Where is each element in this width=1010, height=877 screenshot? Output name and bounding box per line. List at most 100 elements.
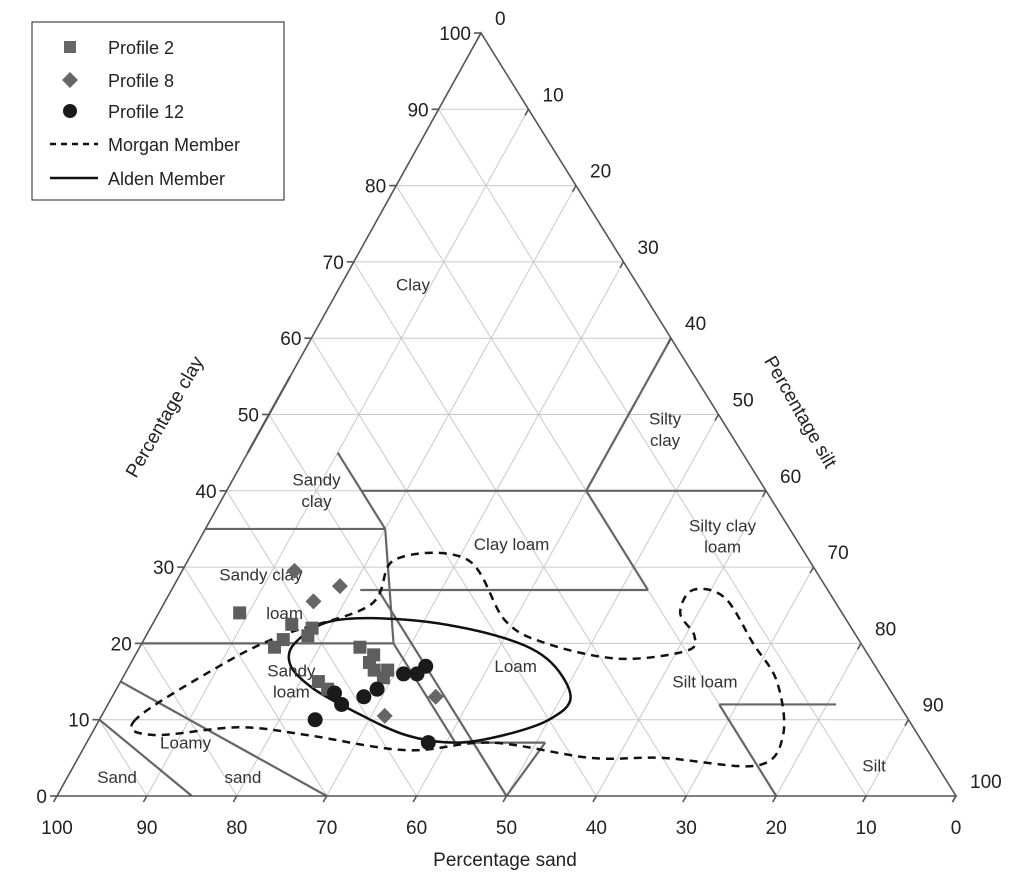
region-label-line: clay — [301, 492, 332, 511]
sand-tick-label: 0 — [951, 818, 962, 839]
profile-12-point — [307, 712, 323, 728]
legend: Profile 2 Profile 8 Profile 12 Morgan Me… — [31, 21, 285, 201]
clay-tick-label: 70 — [323, 253, 344, 274]
legend-marker-circle — [63, 104, 77, 118]
sand-tick-label: 90 — [136, 818, 157, 839]
class-boundary — [384, 528, 395, 644]
region-label-sandy-clay: Sandy clay — [219, 566, 303, 585]
grid-line-sand — [98, 719, 148, 797]
silt-tick — [714, 414, 720, 421]
region-label-sand: sand — [224, 768, 261, 787]
silt-tick — [619, 261, 625, 269]
profile-8-point — [286, 562, 303, 579]
silt-tick-label: 10 — [543, 85, 564, 106]
region-label-line: clay — [650, 431, 681, 450]
profile-2-point — [268, 640, 282, 654]
region-label-line: Silt loam — [672, 673, 737, 692]
profile-2-point — [285, 617, 299, 631]
sand-tick-label: 30 — [676, 818, 697, 839]
clay-tick-label: 40 — [195, 482, 216, 503]
legend-alden-member: Alden Member — [108, 169, 225, 189]
sand-tick-label: 100 — [41, 818, 73, 839]
sand-tick — [951, 795, 957, 803]
region-label-line: sand — [224, 768, 261, 787]
sand-tick — [682, 795, 687, 803]
region-label-line: loam — [704, 538, 741, 557]
region-label-line: Loamy — [160, 734, 212, 753]
profile-2-point — [301, 629, 315, 643]
silt-tick-label: 40 — [685, 314, 706, 335]
sand-tick-label: 70 — [316, 818, 337, 839]
region-label-silt: Silt — [862, 756, 886, 775]
grid-line-silt — [326, 261, 624, 797]
profile-8-point — [305, 593, 322, 610]
class-boundary — [392, 642, 457, 744]
silt-tick — [904, 719, 910, 727]
silt-tick-label: 80 — [875, 619, 896, 640]
tick-labels: 0102030405060708090100010203040506070809… — [36, 9, 1001, 839]
clay-tick-label: 90 — [407, 100, 428, 121]
region-label-silty-clay: Silty clay — [649, 410, 682, 450]
region-label-sandy-clay: Sandy clay — [292, 471, 341, 511]
profile-2-point — [233, 606, 247, 620]
sand-tick — [322, 795, 328, 803]
region-label-silty-clay-loam: Silty clay loam — [689, 516, 757, 556]
legend-profile-8: Profile 8 — [108, 71, 174, 91]
silt-tick-label: 0 — [495, 9, 506, 30]
region-label-silt-loam: Silt loam — [672, 673, 737, 692]
profile-8-point — [331, 578, 348, 595]
clay-tick-label: 30 — [153, 558, 174, 579]
profile-12-point — [369, 681, 385, 697]
sand-tick — [502, 795, 508, 803]
profile-2-point — [362, 655, 376, 669]
silt-tick — [856, 642, 862, 650]
clay-tick-label: 20 — [111, 634, 132, 655]
grid-line-silt — [506, 414, 719, 797]
silt-tick — [571, 185, 577, 193]
sand-tick-label: 10 — [856, 818, 877, 839]
profile-12-point — [409, 666, 425, 682]
class-boundary — [585, 337, 672, 492]
sand-tick-label: 20 — [766, 818, 787, 839]
silt-axis-title: Percentage silt — [759, 353, 840, 473]
grid-line-sand — [353, 261, 687, 797]
legend-marker-diamond — [62, 72, 78, 88]
region-label-line: Silty clay — [689, 516, 757, 535]
profile-12-point — [334, 696, 350, 712]
silt-tick-label: 90 — [923, 696, 944, 717]
class-boundary — [505, 741, 547, 797]
envelope-morgan-member — [130, 551, 786, 768]
region-label-clay: Clay — [396, 276, 431, 295]
region-label-sand: Sand — [97, 768, 137, 787]
region-label-line: Clay loam — [474, 535, 550, 554]
clay-tick-label: 80 — [365, 177, 386, 198]
grid-line-sand — [438, 109, 867, 797]
profile-2-point — [381, 663, 395, 677]
region-label-line: Sandy — [267, 661, 316, 680]
sand-tick-label: 60 — [406, 818, 427, 839]
class-boundary — [718, 703, 778, 797]
profile-8-point — [427, 688, 444, 705]
clay-tick-label: 0 — [36, 787, 47, 808]
legend-profile-12: Profile 12 — [108, 102, 184, 122]
grid-line-silt — [685, 566, 814, 797]
sand-tick-label: 80 — [226, 818, 247, 839]
clay-tick-label: 60 — [280, 329, 301, 350]
silt-tick-label: 50 — [733, 391, 754, 412]
clay-tick-label: 10 — [68, 711, 89, 732]
silt-tick — [761, 490, 767, 498]
profile-12-point — [396, 666, 412, 682]
region-label-line: Sandy — [292, 471, 341, 490]
sand-axis-title: Percentage sand — [433, 850, 577, 871]
profile-12-point — [420, 735, 436, 751]
profile-8-point — [376, 707, 393, 724]
sand-tick — [142, 795, 148, 803]
sand-tick — [592, 795, 598, 803]
silt-tick — [666, 337, 672, 345]
sand-tick — [861, 795, 867, 803]
sand-tick — [772, 795, 777, 803]
region-label-line: Sandy clay — [219, 566, 303, 585]
texture-class-labels: Clay Sandy clay Silty clay Clay loam Silty cla… — [97, 276, 886, 787]
sand-tick-label: 50 — [496, 818, 517, 839]
